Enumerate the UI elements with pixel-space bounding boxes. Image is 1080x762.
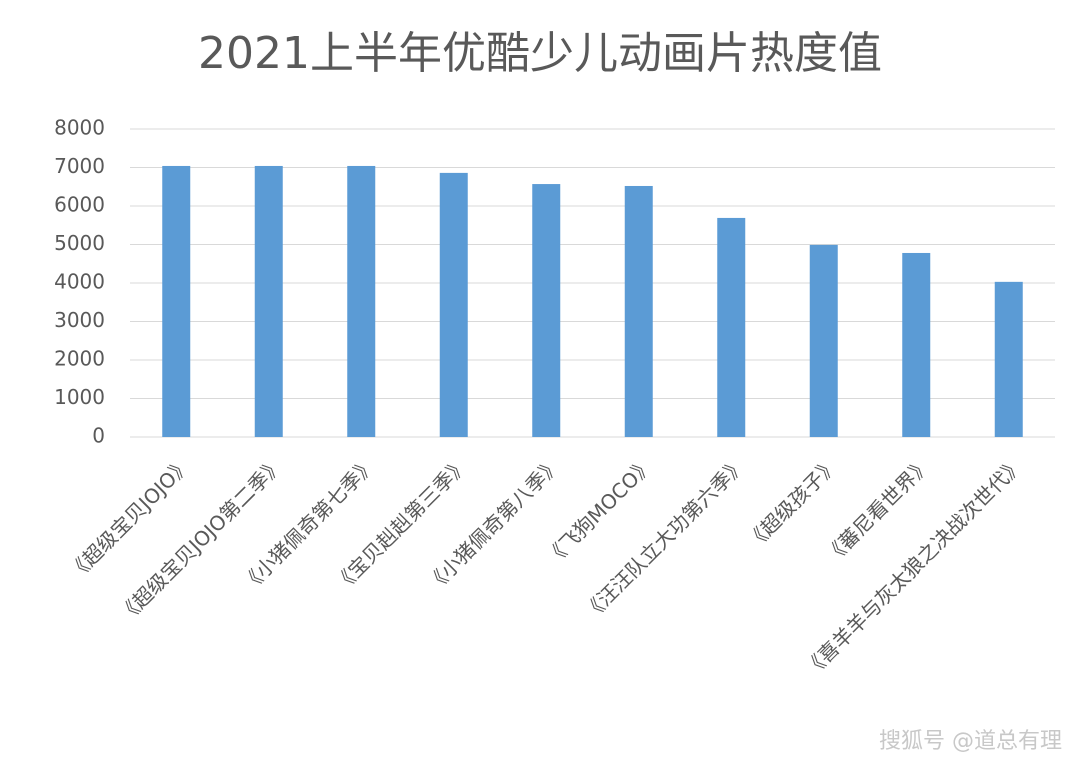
bar xyxy=(254,165,283,437)
y-tick-label: 2000 xyxy=(54,347,105,371)
bar xyxy=(347,165,376,437)
bar xyxy=(439,172,468,437)
bar xyxy=(809,244,838,437)
y-tick-label: 1000 xyxy=(54,385,105,409)
chart-title: 2021上半年优酷少儿动画片热度值 xyxy=(198,28,882,79)
y-tick-label: 8000 xyxy=(54,116,105,140)
bar xyxy=(717,217,746,437)
bar xyxy=(994,281,1023,437)
bar xyxy=(624,185,653,437)
y-tick-label: 4000 xyxy=(54,270,105,294)
y-tick-label: 0 xyxy=(92,424,105,448)
y-tick-label: 3000 xyxy=(54,308,105,332)
y-tick-label: 7000 xyxy=(54,154,105,178)
bar xyxy=(162,165,191,437)
watermark: 搜狐号 @道总有理 xyxy=(879,729,1062,754)
y-tick-label: 5000 xyxy=(54,231,105,255)
bar xyxy=(902,252,931,437)
y-tick-label: 6000 xyxy=(54,193,105,217)
bar xyxy=(532,184,561,437)
